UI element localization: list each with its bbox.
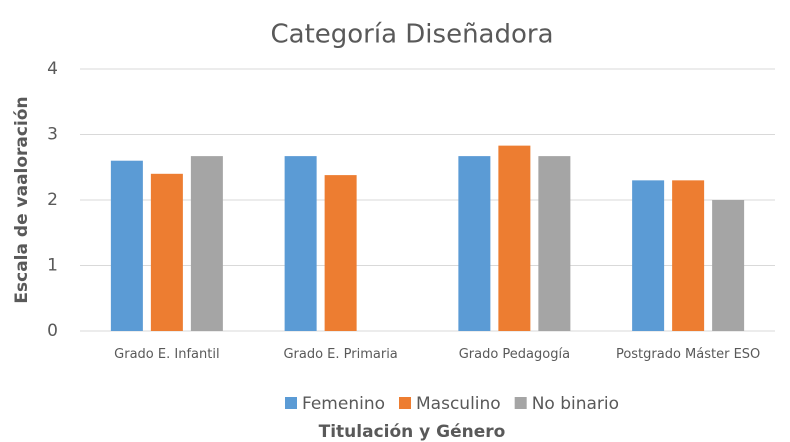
x-tick-label: Grado E. Infantil	[114, 347, 220, 362]
bar	[672, 180, 705, 331]
legend-swatch	[399, 397, 411, 409]
legend-label: Femenino	[302, 394, 385, 414]
bar	[284, 156, 317, 331]
x-tick-label: Postgrado Máster ESO	[615, 347, 761, 362]
bar	[150, 173, 183, 331]
legend-label: Masculino	[416, 394, 501, 414]
y-tick-label: 0	[47, 321, 58, 341]
bar	[498, 145, 531, 331]
bar	[110, 160, 143, 331]
chart-title: Categoría Diseñadora	[270, 20, 553, 50]
legend-swatch	[285, 397, 297, 409]
bar	[632, 180, 665, 331]
bar	[538, 156, 571, 331]
bar	[712, 200, 745, 331]
legend-label: No binario	[532, 394, 619, 414]
bar	[324, 175, 357, 331]
y-tick-label: 1	[47, 256, 58, 276]
y-axis-title: Escala de vaaloración	[12, 96, 32, 303]
bar	[458, 156, 491, 331]
bar	[190, 156, 223, 331]
x-tick-label: Grado Pedagogía	[458, 347, 571, 362]
y-tick-label: 4	[47, 59, 58, 79]
y-tick-label: 3	[47, 125, 58, 145]
x-axis-title: Titulación y Género	[319, 422, 506, 442]
y-tick-label: 2	[47, 190, 58, 210]
x-tick-label: Grado E. Primaria	[283, 347, 398, 362]
legend-swatch	[514, 397, 527, 409]
